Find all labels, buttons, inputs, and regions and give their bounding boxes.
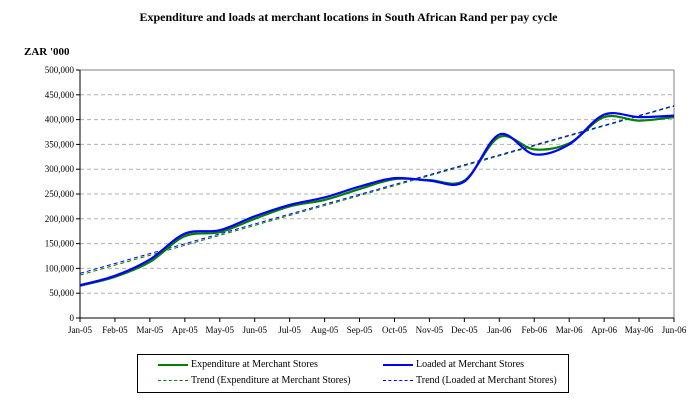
legend-label: Trend (Expenditure at Merchant Stores) bbox=[191, 375, 351, 386]
x-tick-label: Aug-05 bbox=[311, 325, 339, 335]
x-tick-label: Jun-05 bbox=[242, 325, 267, 335]
x-tick-label: Jan-05 bbox=[68, 325, 92, 335]
legend-swatch bbox=[383, 363, 413, 366]
legend-swatch bbox=[383, 380, 413, 381]
x-tick-label: Mar-06 bbox=[556, 325, 583, 335]
y-tick-label: 350,000 bbox=[45, 139, 75, 149]
y-tick-label: 0 bbox=[70, 313, 75, 323]
trend-line-3 bbox=[79, 105, 675, 274]
x-tick-label: Apr-05 bbox=[172, 325, 198, 335]
legend-swatch bbox=[158, 380, 188, 381]
legend-item-loaded: Loaded at Merchant Stores bbox=[383, 359, 524, 370]
x-tick-label: Nov-05 bbox=[416, 325, 444, 335]
legend-label: Expenditure at Merchant Stores bbox=[191, 359, 318, 370]
series-line-1 bbox=[79, 111, 675, 287]
legend-item-trend-expenditure: Trend (Expenditure at Merchant Stores) bbox=[158, 375, 351, 386]
x-tick-label: Dec-05 bbox=[451, 325, 478, 335]
legend-item-trend-loaded: Trend (Loaded at Merchant Stores) bbox=[383, 375, 557, 386]
x-tick-label: Jul-05 bbox=[278, 325, 301, 335]
x-tick-label: Jun-06 bbox=[662, 325, 687, 335]
y-tick-label: 50,000 bbox=[49, 288, 74, 298]
legend-label: Trend (Loaded at Merchant Stores) bbox=[416, 375, 557, 386]
legend: Expenditure at Merchant Stores Loaded at… bbox=[137, 354, 569, 393]
y-axis-label: ZAR '000 bbox=[24, 46, 70, 58]
y-tick-label: 100,000 bbox=[45, 263, 75, 273]
x-tick-label: May-05 bbox=[206, 325, 235, 335]
y-tick-label: 150,000 bbox=[45, 239, 75, 249]
x-tick-label: Sep-05 bbox=[347, 325, 373, 335]
x-tick-label: Apr-06 bbox=[591, 325, 617, 335]
x-tick-label: Mar-05 bbox=[136, 325, 163, 335]
legend-item-expenditure: Expenditure at Merchant Stores bbox=[158, 359, 318, 370]
series-line-0 bbox=[79, 114, 675, 287]
y-tick-label: 200,000 bbox=[45, 214, 75, 224]
y-tick-label: 500,000 bbox=[45, 65, 75, 75]
x-tick-label: Feb-06 bbox=[521, 325, 547, 335]
y-tick-label: 450,000 bbox=[45, 90, 75, 100]
y-tick-label: 400,000 bbox=[45, 115, 75, 125]
y-tick-label: 300,000 bbox=[45, 164, 75, 174]
trend-line-2 bbox=[79, 105, 675, 276]
legend-swatch bbox=[158, 363, 188, 366]
x-tick-label: Jan-06 bbox=[487, 325, 511, 335]
chart-title: Expenditure and loads at merchant locati… bbox=[139, 10, 558, 24]
x-tick-label: Oct-05 bbox=[382, 325, 407, 335]
legend-label: Loaded at Merchant Stores bbox=[416, 359, 525, 370]
y-tick-label: 250,000 bbox=[45, 189, 75, 199]
x-tick-label: May-06 bbox=[625, 325, 654, 335]
x-tick-label: Feb-05 bbox=[102, 325, 128, 335]
